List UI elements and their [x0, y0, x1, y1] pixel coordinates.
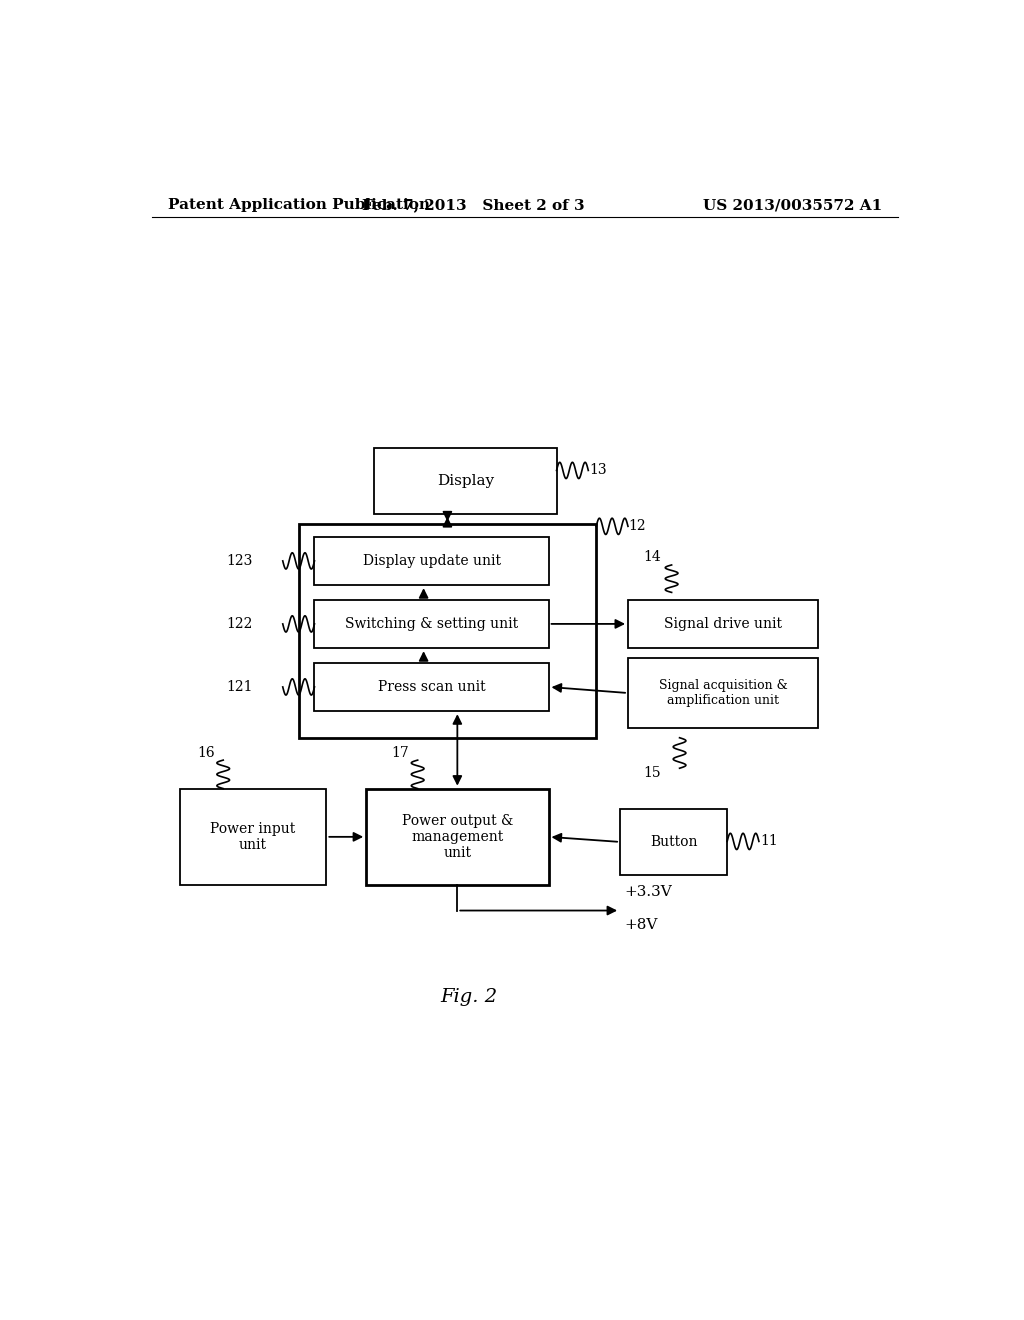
FancyBboxPatch shape — [374, 447, 557, 515]
FancyBboxPatch shape — [314, 536, 549, 585]
Text: 17: 17 — [391, 746, 409, 760]
Text: Button: Button — [650, 836, 697, 849]
Text: 123: 123 — [226, 554, 252, 568]
FancyBboxPatch shape — [620, 809, 727, 875]
Text: Fig. 2: Fig. 2 — [440, 987, 498, 1006]
FancyBboxPatch shape — [179, 788, 327, 886]
Text: +8V: +8V — [624, 917, 657, 932]
Text: Power output &
management
unit: Power output & management unit — [401, 813, 513, 861]
Text: +3.3V: +3.3V — [624, 886, 672, 899]
Text: Patent Application Publication: Patent Application Publication — [168, 198, 430, 213]
Text: 11: 11 — [761, 834, 778, 849]
Text: 15: 15 — [643, 767, 660, 780]
Text: 122: 122 — [226, 616, 252, 631]
Text: 13: 13 — [589, 463, 606, 478]
Text: 121: 121 — [226, 680, 252, 694]
Text: Power input
unit: Power input unit — [210, 822, 296, 851]
Text: Press scan unit: Press scan unit — [378, 680, 485, 694]
FancyBboxPatch shape — [314, 599, 549, 648]
FancyBboxPatch shape — [628, 659, 818, 727]
Text: 12: 12 — [629, 519, 646, 533]
FancyBboxPatch shape — [314, 663, 549, 711]
Text: US 2013/0035572 A1: US 2013/0035572 A1 — [702, 198, 882, 213]
Text: Display update unit: Display update unit — [362, 554, 501, 568]
FancyBboxPatch shape — [299, 524, 596, 738]
FancyBboxPatch shape — [367, 788, 549, 886]
Text: 14: 14 — [643, 550, 660, 564]
Text: Signal acquisition &
amplification unit: Signal acquisition & amplification unit — [658, 678, 787, 708]
Text: Display: Display — [436, 474, 494, 488]
Text: CPU: CPU — [430, 540, 465, 553]
Text: Feb. 7, 2013   Sheet 2 of 3: Feb. 7, 2013 Sheet 2 of 3 — [361, 198, 585, 213]
Text: Signal drive unit: Signal drive unit — [665, 616, 782, 631]
FancyBboxPatch shape — [628, 599, 818, 648]
Text: 16: 16 — [197, 746, 215, 760]
Text: Switching & setting unit: Switching & setting unit — [345, 616, 518, 631]
